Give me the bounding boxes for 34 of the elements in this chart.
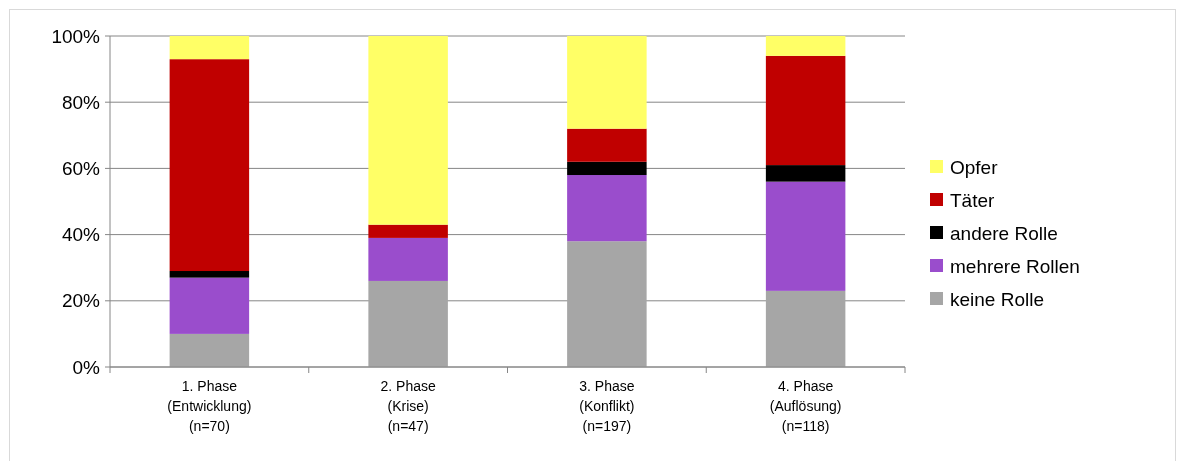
bar — [567, 128, 647, 162]
y-tick-label: 60% — [61, 158, 101, 180]
bar — [765, 181, 846, 291]
bar — [169, 59, 250, 272]
legend-label: mehrere Rollen — [950, 255, 1080, 277]
legend-label: Täter — [950, 189, 996, 211]
bar — [169, 277, 250, 334]
legend-label: keine Rolle — [950, 288, 1044, 310]
bar — [765, 55, 846, 166]
x-tick-label: 4. Phase (Auflösung) (n=118) — [769, 378, 842, 434]
x-tick-label: 2. Phase (Krise) (n=47) — [380, 378, 436, 434]
y-tick-label: 0% — [72, 356, 101, 378]
bar — [765, 36, 846, 56]
bar — [765, 165, 846, 182]
bar — [765, 290, 846, 367]
y-tick-label: 20% — [61, 290, 101, 312]
bar — [169, 333, 250, 367]
bar — [169, 36, 250, 60]
x-tick-label: 3. Phase (Konflikt) (n=197) — [579, 378, 635, 434]
bar — [368, 36, 448, 225]
y-tick-label: 40% — [61, 224, 101, 246]
legend-label: andere Rolle — [950, 222, 1058, 244]
bar — [567, 175, 647, 242]
bar — [368, 224, 448, 238]
y-tick-label: 100% — [51, 25, 101, 47]
legend-label: Opfer — [950, 156, 999, 178]
bar — [567, 241, 647, 367]
bar — [567, 36, 647, 129]
bar — [567, 161, 647, 176]
y-tick-label: 80% — [61, 91, 101, 113]
bar — [368, 280, 448, 367]
bar — [368, 237, 448, 281]
bar — [169, 271, 250, 278]
x-tick-label: 1. Phase (Entwicklung) (n=70) — [167, 378, 252, 434]
